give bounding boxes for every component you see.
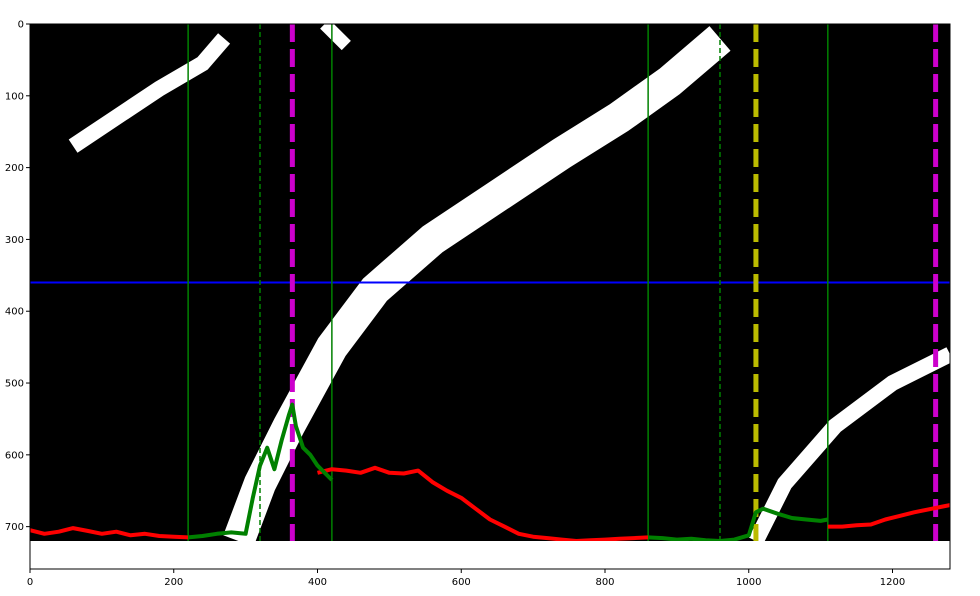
axes: 0 200 400 600 800 1000 1200 0 100 200 300 400 500 600… xyxy=(5,20,905,589)
x-tick-label-200: 200 xyxy=(164,577,183,588)
y-tick-label-600: 600 xyxy=(5,450,24,461)
series-1-segment-0 xyxy=(187,402,334,540)
plot-frame xyxy=(29,23,951,570)
x-tick-label-1200: 1200 xyxy=(880,577,905,588)
y-tick-label-200: 200 xyxy=(5,163,24,174)
lane-band-top-streak xyxy=(320,24,351,51)
y-tick-label-100: 100 xyxy=(5,91,24,102)
lane-band-upper-left-streak xyxy=(68,33,231,153)
x-tick-label-600: 600 xyxy=(452,577,471,588)
series-0-segment-2 xyxy=(827,503,950,529)
y-tick-label-0: 0 xyxy=(18,20,24,31)
series-0-segment-0 xyxy=(30,526,189,540)
series-lines xyxy=(30,402,950,541)
x-tick-label-1000: 1000 xyxy=(736,577,761,588)
lane-band-right-lane-curve xyxy=(748,347,950,541)
x-tick-label-0: 0 xyxy=(27,577,33,588)
series-0-segment-1 xyxy=(317,465,649,541)
series-1-segment-1 xyxy=(648,506,829,541)
y-tick-label-300: 300 xyxy=(5,235,24,246)
y-tick-label-700: 700 xyxy=(5,522,24,533)
x-tick-label-800: 800 xyxy=(595,577,614,588)
x-tick-label-400: 400 xyxy=(308,577,327,588)
y-tick-label-500: 500 xyxy=(5,379,24,390)
y-tick-label-400: 400 xyxy=(5,307,24,318)
overlay-lines xyxy=(30,24,950,541)
